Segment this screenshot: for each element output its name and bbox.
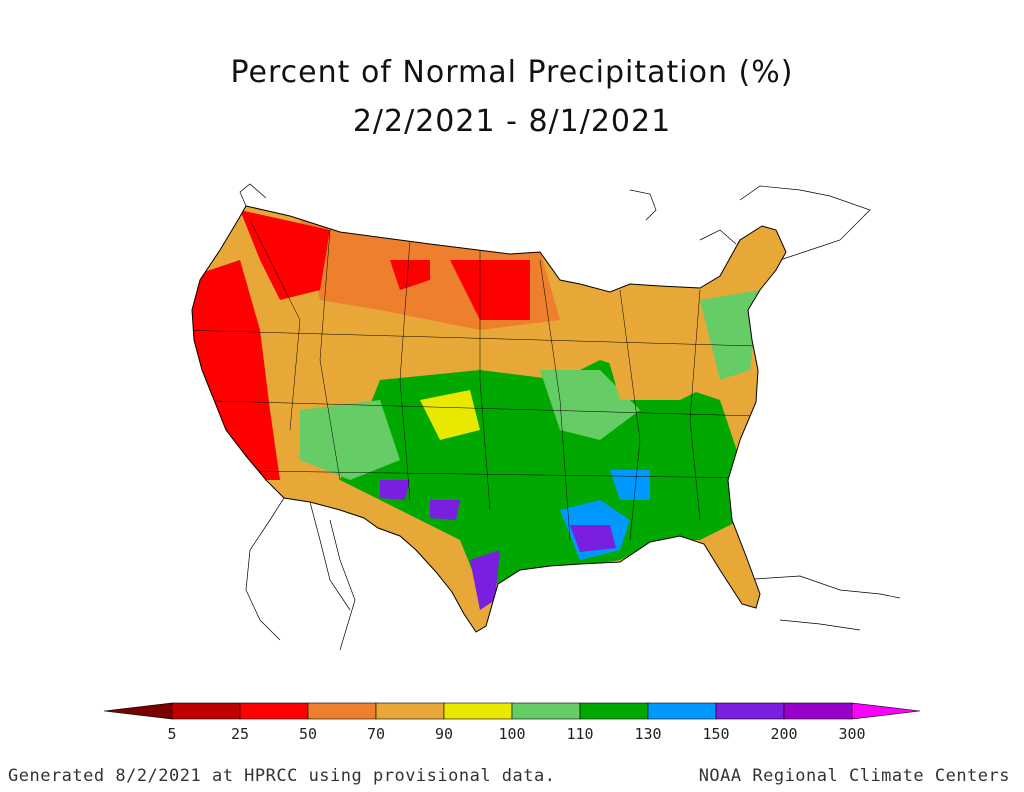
legend-tick-label: 50 bbox=[299, 725, 317, 743]
legend-tick-label: 90 bbox=[435, 725, 453, 743]
credit-note: NOAA Regional Climate Centers bbox=[698, 766, 1010, 786]
legend-bin bbox=[307, 702, 377, 720]
generated-note: Generated 8/2/2021 at HPRCC using provis… bbox=[8, 766, 556, 786]
legend-bin bbox=[647, 702, 717, 720]
legend-tick-label: 70 bbox=[367, 725, 385, 743]
legend-tick-label: 5 bbox=[167, 725, 176, 743]
legend-bin bbox=[103, 702, 173, 720]
legend-bin bbox=[783, 702, 853, 720]
legend-bin bbox=[171, 702, 241, 720]
legend-bin bbox=[443, 702, 513, 720]
legend-tick-label: 150 bbox=[702, 725, 729, 743]
legend-bin bbox=[715, 702, 785, 720]
legend-bin bbox=[239, 702, 309, 720]
map-title: Percent of Normal Precipitation (%) bbox=[230, 55, 794, 90]
neighbor-outlines bbox=[239, 183, 900, 651]
legend-bin bbox=[851, 702, 921, 720]
legend-tick-label: 200 bbox=[770, 725, 797, 743]
legend-tick-label: 300 bbox=[838, 725, 865, 743]
legend-bin bbox=[579, 702, 649, 720]
precipitation-map bbox=[191, 183, 900, 651]
legend-bin bbox=[375, 702, 445, 720]
legend-bin bbox=[511, 702, 581, 720]
legend-tick-label: 25 bbox=[231, 725, 249, 743]
us-outline bbox=[191, 205, 787, 633]
legend-tick-label: 100 bbox=[498, 725, 525, 743]
legend-tick-label: 110 bbox=[566, 725, 593, 743]
legend-tick-label: 130 bbox=[634, 725, 661, 743]
map-date-range: 2/2/2021 - 8/1/2021 bbox=[352, 104, 672, 139]
